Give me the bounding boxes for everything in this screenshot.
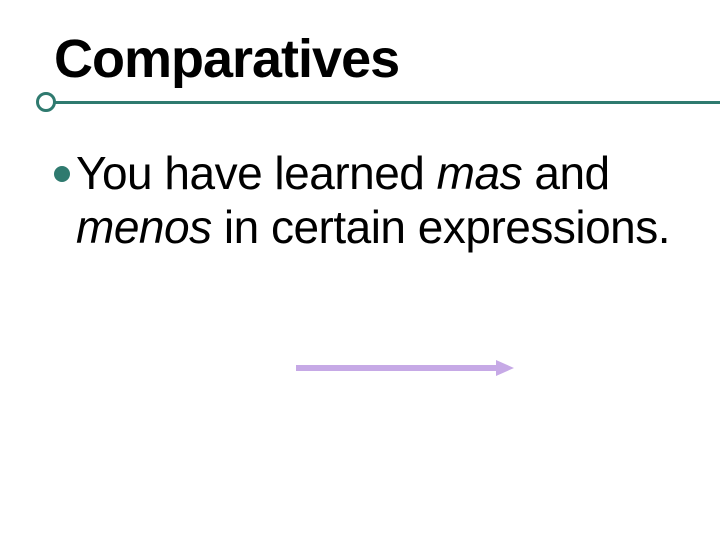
text-italic-2: menos	[76, 201, 212, 253]
arrow-icon	[296, 360, 514, 376]
bullet-item: You have learned mas and menos in certai…	[76, 146, 680, 255]
title-underline	[36, 96, 680, 108]
arrow-head	[496, 360, 514, 376]
text-seg-1: You have learned	[76, 147, 437, 199]
arrow-shaft	[296, 365, 496, 371]
slide-title: Comparatives	[54, 28, 680, 90]
slide: Comparatives You have learned mas and me…	[0, 0, 720, 540]
underline-circle-icon	[36, 92, 56, 112]
text-seg-2: and	[522, 147, 610, 199]
bullet-dot-icon	[54, 166, 70, 182]
text-italic-1: mas	[437, 147, 522, 199]
text-seg-3: in certain expressions.	[212, 201, 670, 253]
body: You have learned mas and menos in certai…	[54, 146, 680, 255]
underline-line	[54, 101, 720, 104]
bullet-text: You have learned mas and menos in certai…	[76, 146, 680, 255]
